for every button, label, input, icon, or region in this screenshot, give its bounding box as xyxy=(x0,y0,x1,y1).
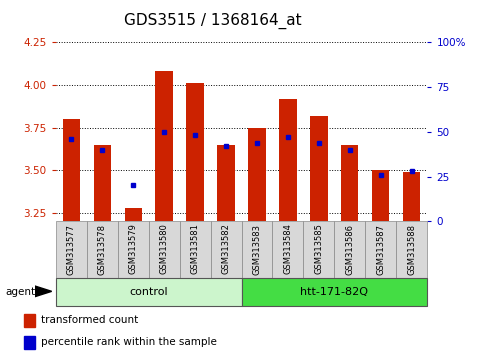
Text: GSM313579: GSM313579 xyxy=(128,223,138,274)
Bar xyxy=(366,221,397,278)
Bar xyxy=(62,119,80,221)
Bar xyxy=(341,145,358,221)
Text: GSM313583: GSM313583 xyxy=(253,223,261,274)
Bar xyxy=(56,221,86,278)
Bar xyxy=(56,278,242,306)
Text: transformed count: transformed count xyxy=(41,315,138,325)
Bar xyxy=(24,314,35,327)
Bar xyxy=(242,278,427,306)
Text: htt-171-82Q: htt-171-82Q xyxy=(300,287,369,297)
Bar xyxy=(156,72,172,221)
Text: agent: agent xyxy=(6,287,36,297)
Text: GSM313581: GSM313581 xyxy=(190,223,199,274)
Bar xyxy=(311,116,327,221)
Bar xyxy=(24,336,35,349)
Bar xyxy=(272,221,303,278)
Bar xyxy=(180,221,211,278)
Bar xyxy=(303,221,334,278)
Text: GDS3515 / 1368164_at: GDS3515 / 1368164_at xyxy=(124,12,301,29)
Bar xyxy=(334,221,366,278)
Text: GSM313582: GSM313582 xyxy=(222,223,230,274)
Text: control: control xyxy=(129,287,168,297)
Text: GSM313585: GSM313585 xyxy=(314,223,324,274)
Bar xyxy=(397,221,427,278)
Bar xyxy=(149,221,180,278)
Bar xyxy=(125,208,142,221)
Text: GSM313587: GSM313587 xyxy=(376,223,385,274)
Bar xyxy=(280,99,297,221)
Text: GSM313578: GSM313578 xyxy=(98,223,107,274)
Bar xyxy=(117,221,149,278)
Text: GSM313586: GSM313586 xyxy=(345,223,355,274)
Text: GSM313577: GSM313577 xyxy=(67,223,75,274)
Bar xyxy=(372,170,389,221)
Text: percentile rank within the sample: percentile rank within the sample xyxy=(41,337,216,348)
Bar xyxy=(86,221,117,278)
Bar xyxy=(248,127,266,221)
Bar xyxy=(211,221,242,278)
Bar xyxy=(403,172,421,221)
Bar xyxy=(242,221,272,278)
Text: GSM313580: GSM313580 xyxy=(159,223,169,274)
Text: GSM313584: GSM313584 xyxy=(284,223,293,274)
Bar xyxy=(217,145,235,221)
Bar xyxy=(186,83,203,221)
Polygon shape xyxy=(35,286,52,297)
Text: GSM313588: GSM313588 xyxy=(408,223,416,274)
Bar xyxy=(94,145,111,221)
